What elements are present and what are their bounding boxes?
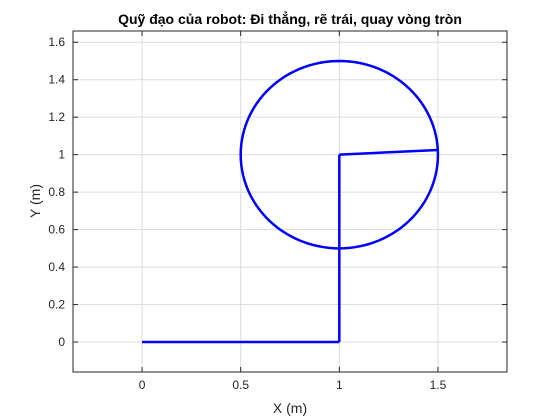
y-tick-label: 0 [58,335,65,349]
y-axis-label: Y (m) [27,184,43,218]
tick-layer: 0 0.5 1 1.5 0 0.2 0.4 0.6 0.8 1 1.2 1.4 1.6 [48,31,507,392]
y-tick-label: 1.6 [48,35,65,49]
trajectory-circle [239,59,440,250]
y-tick-label: 1 [58,148,65,162]
y-tick-label: 1.4 [48,73,65,87]
y-tick-label: 0.2 [48,298,65,312]
y-tick-label: 0.4 [48,260,65,274]
y-tick-label: 0.8 [48,185,65,199]
axes-background [73,31,507,372]
x-tick-label: 0 [139,378,146,392]
x-tick-label: 0.5 [232,378,249,392]
chart-title: Quỹ đạo của robot: Đi thẳng, rẽ trái, qu… [118,10,462,27]
y-tick-label: 0.6 [48,223,65,237]
series-layer [142,59,440,344]
x-tick-label: 1.5 [430,378,447,392]
trajectory-segment [339,148,439,156]
axes-frame [72,30,508,373]
x-tick-label: 1 [336,378,343,392]
x-axis-label: X (m) [273,400,307,416]
y-tick-label: 1.2 [48,110,65,124]
